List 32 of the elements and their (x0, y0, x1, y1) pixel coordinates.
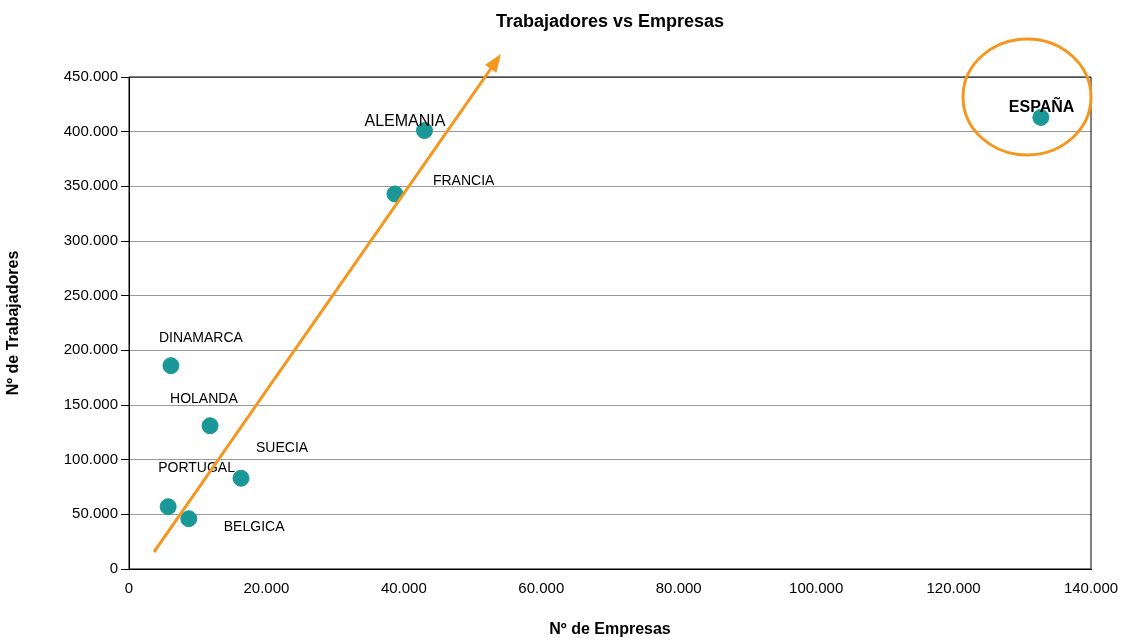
annotation: DINAMARCA (158, 329, 244, 346)
chart-title: Trabajadores vs Empresas (495, 10, 725, 31)
x-tick-label: 20.000 (243, 579, 290, 597)
y-tick-label: 0 (109, 559, 118, 577)
annotation: BELGICA (223, 517, 286, 534)
x-tick-label: 140.000 (1063, 579, 1119, 597)
x-axis-title: Nº de Empresas (549, 619, 671, 637)
y-tick-label: 200.000 (63, 340, 118, 358)
y-axis-title: Nº de Trabajadores (4, 250, 22, 396)
x-tick-label: 40.000 (380, 579, 427, 597)
y-tick-label: 350.000 (63, 176, 118, 194)
annotation: FRANCIA (432, 171, 496, 188)
x-tick-label: 80.000 (655, 579, 702, 597)
point (180, 510, 198, 528)
y-tick-label: 50.000 (72, 504, 118, 522)
annotation: SUECIA (256, 439, 309, 456)
point (159, 498, 177, 516)
x-tick-label: 60.000 (518, 579, 565, 597)
y-tick-label: 450.000 (63, 67, 118, 85)
x-tick-label: 120.000 (926, 579, 981, 597)
point (162, 357, 180, 375)
x-tick-label: 100.000 (789, 579, 844, 597)
annotation: ALEMANIA (364, 111, 446, 129)
point (201, 417, 219, 435)
y-tick-label: 300.000 (63, 231, 118, 249)
annotation: ESPAÑA (1008, 95, 1075, 115)
y-tick-label: 150.000 (63, 395, 118, 413)
y-tick-label: 400.000 (63, 121, 118, 139)
x-tick-label: 0 (124, 579, 134, 597)
y-tick-label: 250.000 (63, 285, 118, 303)
y-tick-label: 100.000 (63, 449, 118, 467)
annotation: HOLANDA (170, 389, 239, 406)
